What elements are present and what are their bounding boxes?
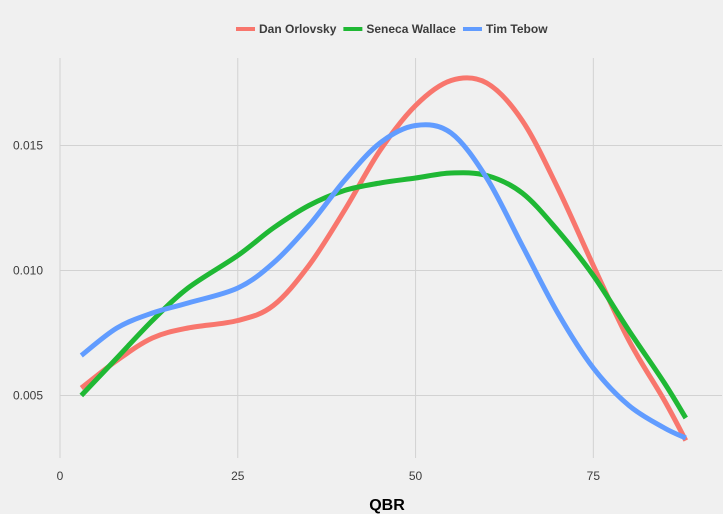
x-tick-label: 50 <box>409 469 423 483</box>
legend-item: Tim Tebow <box>460 18 548 40</box>
y-tick-label: 0.015 <box>13 139 43 153</box>
legend-label: Dan Orlovsky <box>259 22 337 36</box>
x-tick-label: 0 <box>57 469 64 483</box>
x-axis-title: QBR <box>369 497 405 514</box>
legend-label: Tim Tebow <box>486 22 548 36</box>
y-tick-label: 0.010 <box>13 264 43 278</box>
y-tick-label: 0.005 <box>13 389 43 403</box>
legend-label: Seneca Wallace <box>366 22 456 36</box>
y-gridlines <box>60 145 722 396</box>
legend: Dan Orlovsky Seneca Wallace Tim Tebow <box>234 18 548 40</box>
series-line-tim-tebow <box>79 122 687 441</box>
series-line-seneca-wallace <box>79 170 688 420</box>
x-tick-label: 25 <box>231 469 245 483</box>
legend-item: Seneca Wallace <box>341 18 456 40</box>
series-lines <box>79 75 689 442</box>
y-tick-labels: 0.005 0.010 0.015 <box>13 139 43 403</box>
x-tick-labels: 0 25 50 75 <box>57 469 601 483</box>
x-tick-label: 75 <box>587 469 601 483</box>
legend-item: Dan Orlovsky <box>234 18 337 40</box>
